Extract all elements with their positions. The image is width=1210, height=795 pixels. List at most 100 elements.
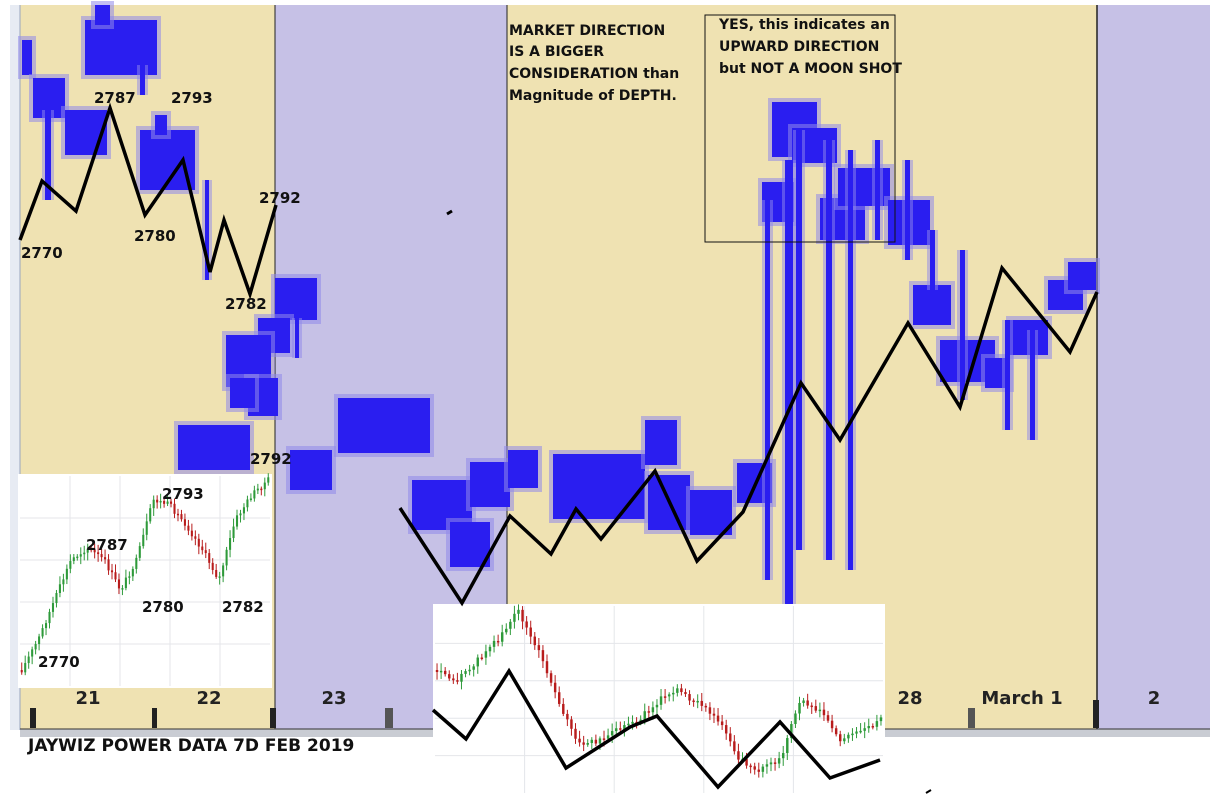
- candle-body: [51, 603, 55, 612]
- candle-body: [480, 657, 484, 660]
- depth-block: [275, 278, 317, 320]
- candle-body: [86, 548, 89, 553]
- candle-body: [27, 656, 30, 664]
- candle-body: [72, 557, 75, 562]
- candle-body: [166, 501, 169, 504]
- candle-body: [69, 561, 72, 569]
- candle-body: [566, 713, 569, 720]
- candle-body: [208, 553, 211, 563]
- candle-body: [90, 548, 93, 551]
- price-label: 2792: [250, 450, 292, 468]
- candle-body: [173, 503, 176, 514]
- candle-body: [684, 692, 687, 695]
- depth-block: [95, 5, 110, 25]
- candle-body: [460, 673, 463, 682]
- inset-center-direction-line: [431, 667, 881, 790]
- candle-body: [163, 500, 166, 504]
- price-label: 2780: [134, 227, 176, 245]
- candle-body: [246, 499, 249, 508]
- price-label: 2782: [225, 295, 267, 313]
- candle-body: [267, 477, 270, 483]
- candle-body: [619, 728, 622, 730]
- candle-body: [806, 700, 809, 706]
- candle-body: [594, 739, 598, 744]
- price-labels: 2770 2787 2793 2780 2792 2782 2792: [21, 89, 301, 468]
- candle-body: [443, 670, 447, 675]
- candle-body: [142, 534, 145, 547]
- day-label: 23: [321, 688, 346, 709]
- candle-body: [814, 706, 818, 711]
- candle-body: [256, 488, 259, 491]
- candle-body: [48, 611, 51, 624]
- candle-body: [131, 568, 134, 577]
- candle-body: [704, 705, 708, 708]
- candle-body: [696, 700, 699, 703]
- depth-block: [178, 425, 250, 470]
- day-label: 2: [1148, 688, 1161, 709]
- candle-body: [97, 552, 100, 555]
- candle-body: [505, 628, 508, 633]
- day-label: March 1: [981, 688, 1062, 709]
- annotation-line: CONSIDERATION than: [509, 66, 679, 82]
- candle-body: [176, 513, 180, 516]
- depth-block: [155, 115, 167, 135]
- depth-block: [450, 522, 490, 567]
- depth-column: [295, 318, 299, 358]
- candle-body: [225, 549, 228, 566]
- price-label: 2787: [94, 89, 136, 107]
- depth-block: [913, 285, 951, 325]
- inset-candles-left: 2770 2787 2793 2780 2782: [18, 473, 272, 688]
- inset-left-grid: [20, 476, 270, 686]
- candle-body: [549, 673, 553, 683]
- candle-body: [229, 538, 232, 550]
- candle-body: [232, 526, 235, 539]
- candle-body: [553, 682, 557, 693]
- inset-candles-center: [431, 604, 885, 795]
- left-scale-strip: [10, 5, 20, 730]
- candle-body: [249, 498, 252, 500]
- depth-column: [960, 250, 965, 400]
- candle-body: [716, 715, 720, 722]
- depth-column: [796, 130, 802, 550]
- candle-body: [802, 700, 805, 703]
- annotation-line: but NOT A MOON SHOT: [719, 61, 902, 77]
- price-label: 2793: [162, 485, 204, 503]
- candle-body: [211, 562, 214, 570]
- candle-body: [733, 741, 736, 752]
- candle-body: [529, 627, 532, 637]
- candle-body: [602, 738, 606, 740]
- candle-body: [863, 728, 866, 731]
- depth-block: [338, 398, 430, 453]
- depth-column: [875, 140, 880, 240]
- candle-body: [826, 715, 830, 721]
- candle-body: [859, 730, 862, 733]
- depth-block: [65, 110, 107, 155]
- candle-body: [545, 661, 549, 674]
- depth-column: [205, 180, 209, 280]
- depth-column: [45, 110, 51, 200]
- candle-body: [688, 694, 691, 701]
- price-label: 2770: [21, 244, 63, 262]
- candle-body: [810, 705, 813, 708]
- direction-line-21-22: [18, 102, 278, 300]
- candle-body: [31, 649, 34, 657]
- footer-title: JAYWIZ POWER DATA 7D FEB 2019: [27, 736, 354, 756]
- depth-column: [930, 230, 935, 290]
- candle-body: [456, 680, 459, 682]
- annotation-box: [704, 14, 896, 243]
- candle-body: [468, 669, 471, 672]
- candle-body: [260, 488, 263, 491]
- candle-body: [215, 569, 218, 577]
- depth-blocks: [18, 1, 1100, 610]
- candle-body: [187, 525, 190, 531]
- candle-body: [867, 726, 870, 729]
- candle-body: [676, 688, 679, 693]
- axis-tick: [30, 708, 36, 728]
- candle-body: [180, 514, 183, 520]
- candle-body: [794, 713, 797, 725]
- candle-body: [117, 579, 120, 589]
- candle-body: [452, 678, 455, 681]
- candle-body: [818, 709, 822, 712]
- depth-block: [645, 420, 677, 465]
- candle-body: [761, 766, 765, 772]
